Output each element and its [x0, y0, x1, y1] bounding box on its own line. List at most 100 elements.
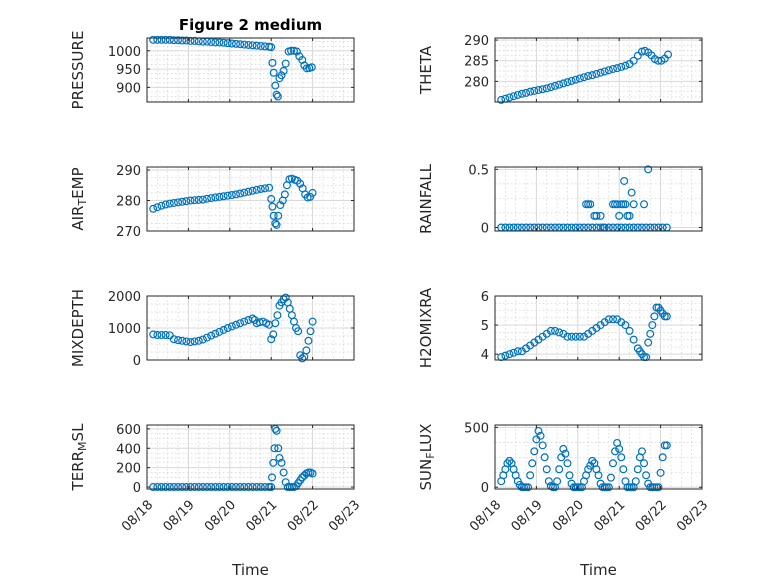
y-tick-label: 4: [481, 348, 489, 363]
data-point: [644, 165, 653, 174]
data-point: [631, 477, 640, 486]
y-tick-label: 0: [481, 222, 489, 237]
data-point: [302, 346, 311, 355]
data-point: [617, 62, 626, 71]
data-point: [296, 179, 305, 188]
data-point: [538, 441, 547, 450]
data-point: [625, 211, 634, 220]
data-point: [165, 199, 174, 208]
y-tick-label: 5: [481, 319, 489, 334]
data-point: [565, 471, 574, 480]
y-axis-label: H2OMIXRA: [417, 287, 435, 368]
axes-box: [494, 166, 703, 232]
data-point: [271, 319, 280, 328]
data-point: [586, 200, 595, 209]
data-point: [280, 190, 289, 199]
axes-box: [146, 166, 355, 232]
data-point: [157, 201, 166, 210]
data-point: [279, 66, 288, 75]
data-point: [281, 478, 290, 487]
data-point: [536, 431, 545, 440]
subplot-2: 280 285 290 THETA: [417, 34, 703, 104]
data-point: [215, 483, 224, 492]
data-point: [244, 483, 253, 492]
data-point: [642, 471, 651, 480]
data-point: [153, 483, 162, 492]
data-point: [273, 311, 282, 320]
data-point: [620, 176, 629, 185]
subplot-5: 0 1000 2000 MIXDEPTH: [69, 289, 355, 369]
data-point: [271, 219, 280, 228]
y-axis-label: MIXDEPTH: [69, 289, 87, 367]
data-point: [538, 85, 547, 94]
data-point: [505, 93, 514, 102]
data-point: [248, 41, 257, 50]
data-point: [207, 194, 216, 203]
data-point: [575, 332, 584, 341]
data-point: [615, 444, 624, 453]
subplot-4: 0 0.5 RAINFALL: [417, 163, 703, 237]
subplot-6: 4 5 6 H2OMIXRA: [417, 287, 703, 368]
y-tick-label: 290: [116, 164, 141, 179]
x-tick-label: 08/20: [550, 498, 587, 535]
data-point: [640, 459, 649, 468]
data-point: [551, 326, 560, 335]
data-point: [252, 483, 261, 492]
y-tick-label: 285: [464, 55, 489, 70]
data-point: [215, 192, 224, 201]
y-axis-label: TERRMSL: [69, 423, 89, 492]
data-point: [509, 92, 518, 101]
x-tick-label: 08/20: [202, 498, 239, 535]
data-point: [244, 187, 253, 196]
data-point: [274, 444, 283, 453]
data-point: [298, 354, 307, 363]
data-point: [219, 192, 228, 201]
data-point: [227, 191, 236, 200]
data-point: [268, 473, 277, 482]
data-point: [248, 314, 257, 323]
data-point: [270, 444, 279, 453]
data-point: [161, 35, 170, 44]
data-point: [207, 38, 216, 47]
data-point: [596, 211, 605, 220]
data-point: [207, 483, 216, 492]
data-point: [198, 195, 207, 204]
y-tick-label: 200: [116, 462, 141, 477]
x-tick-label: 08/21: [243, 498, 280, 535]
data-point: [256, 184, 265, 193]
data-point: [194, 483, 203, 492]
data-point: [227, 483, 236, 492]
data-point: [260, 184, 269, 193]
data-point: [186, 483, 195, 492]
data-point: [240, 483, 249, 492]
data-point: [633, 51, 642, 60]
data-point: [540, 453, 549, 462]
data-point: [267, 335, 276, 344]
axes-box: [146, 424, 355, 490]
data-point: [265, 183, 274, 192]
data-point: [522, 88, 531, 97]
data-point: [503, 459, 512, 468]
data-point: [153, 331, 162, 340]
y-tick-label: 1000: [108, 45, 141, 60]
data-point: [211, 193, 220, 202]
data-point: [292, 47, 301, 56]
data-point: [629, 200, 638, 209]
data-point: [267, 43, 276, 52]
data-point: [240, 317, 249, 326]
data-point: [629, 335, 638, 344]
data-point: [596, 68, 605, 77]
data-point: [513, 90, 522, 99]
data-point: [528, 459, 537, 468]
data-point: [236, 483, 245, 492]
y-tick-label: 0.5: [468, 163, 489, 178]
data-point: [272, 220, 281, 229]
subplot-3: 270 280 290 AIRTEMP: [69, 164, 355, 240]
data-point: [575, 74, 584, 83]
data-point: [608, 459, 617, 468]
data-point: [169, 36, 178, 45]
data-point: [232, 190, 241, 199]
data-point: [279, 468, 288, 477]
data-point: [627, 188, 636, 197]
y-tick-label: 950: [116, 63, 141, 78]
